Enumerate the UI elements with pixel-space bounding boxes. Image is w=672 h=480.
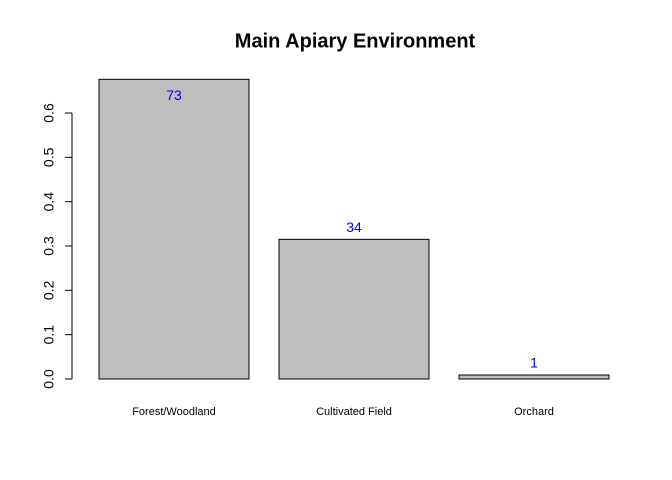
y-tick-label: 0.5 xyxy=(41,147,57,167)
chart-title: Main Apiary Environment xyxy=(235,30,476,52)
bar xyxy=(278,238,430,380)
y-tick-label: 0.2 xyxy=(41,280,57,300)
y-tick-label: 0.4 xyxy=(41,192,57,212)
bar xyxy=(98,78,250,380)
y-tick-label: 0.3 xyxy=(41,236,57,256)
x-tick-label: Orchard xyxy=(514,406,554,418)
y-tick-label: 0.1 xyxy=(41,325,57,345)
data-label: 73 xyxy=(166,87,182,103)
y-tick-label: 0.0 xyxy=(41,369,57,389)
x-tick-label: Forest/Woodland xyxy=(132,406,216,418)
y-tick-label: 0.6 xyxy=(41,103,57,123)
x-tick-label: Cultivated Field xyxy=(316,406,392,418)
data-label: 1 xyxy=(530,355,538,371)
bar xyxy=(458,374,610,380)
data-label: 34 xyxy=(346,219,362,235)
